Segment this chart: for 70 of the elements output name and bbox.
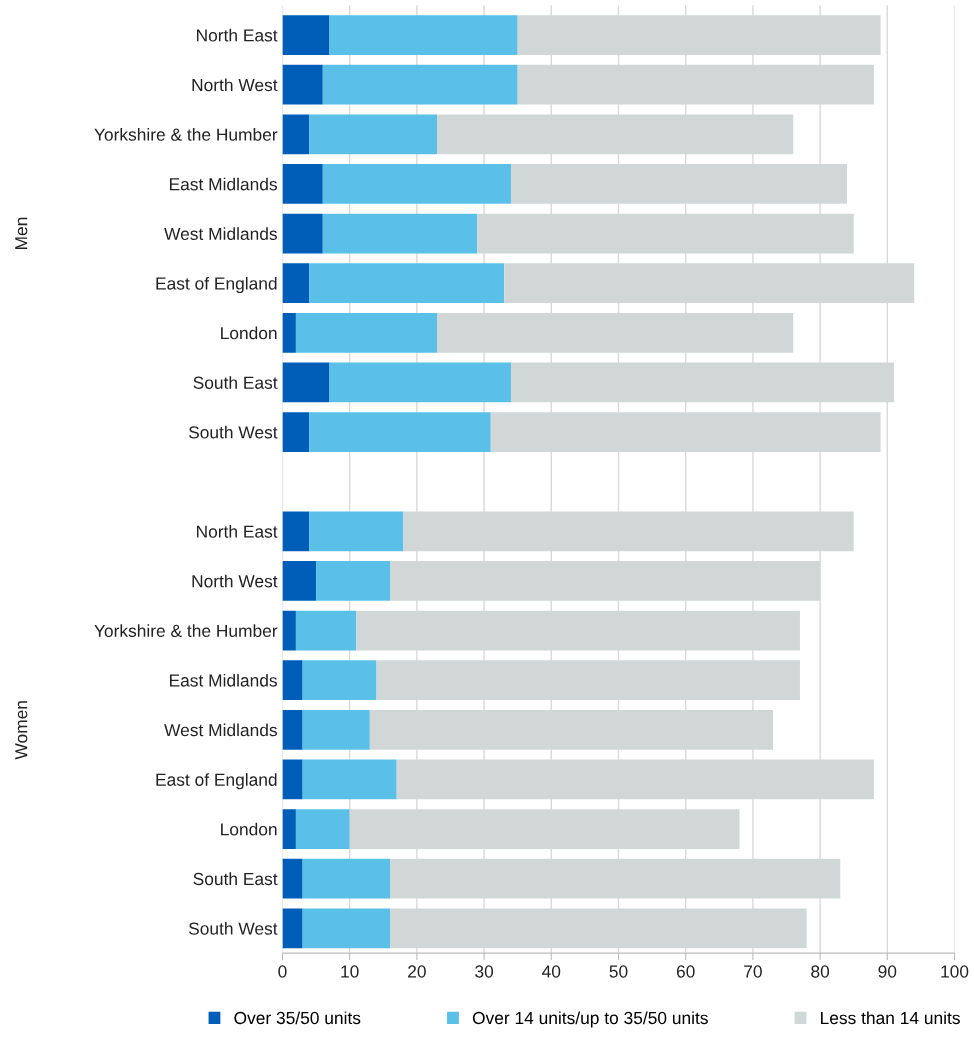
bar: [295, 809, 350, 849]
bar: [282, 709, 303, 750]
bar: [329, 362, 511, 403]
y-tick-label: East of England: [156, 276, 277, 294]
bar: [282, 660, 303, 701]
bar: [302, 908, 390, 949]
bar: [282, 213, 323, 254]
bar: [302, 759, 397, 800]
x-tick-label: 20: [408, 965, 426, 978]
y-tick-label: London: [221, 326, 277, 340]
bar: [309, 263, 505, 304]
bar: [282, 610, 296, 651]
y-tick-label: East Midlands: [169, 673, 277, 687]
bar: [282, 809, 296, 849]
y-tick-label: London: [221, 822, 277, 836]
y-tick-label: East of England: [156, 773, 277, 790]
y-tick-label: North West: [192, 78, 278, 92]
x-tick-label: 60: [676, 965, 695, 978]
x-tick-label: 80: [811, 965, 830, 978]
bar: [322, 164, 511, 204]
y-tick-label: Yorkshire & the Humber: [94, 128, 278, 141]
bar: [282, 511, 310, 552]
bar: [295, 610, 357, 651]
y-tick-label: South West: [188, 922, 278, 935]
x-tick-label: 90: [878, 965, 897, 978]
x-tick-label: 40: [542, 965, 561, 978]
x-tick-label: 50: [609, 965, 628, 978]
x-tick-label: 30: [475, 965, 494, 978]
legend-label: Less than 14 units: [821, 1011, 960, 1025]
x-tick-label: 70: [744, 965, 762, 978]
bar: [309, 114, 438, 155]
bar: [309, 511, 404, 552]
bar: [302, 660, 377, 701]
bar: [282, 561, 317, 601]
bar: [322, 64, 518, 105]
bar: [302, 858, 390, 899]
x-tick-label: 10: [341, 965, 359, 978]
y-tick-label: North East: [197, 525, 278, 538]
bar: [329, 15, 518, 55]
y-tick-label: North West: [192, 574, 278, 588]
bar: [282, 412, 310, 452]
bar: [282, 64, 323, 105]
bar: [282, 362, 330, 403]
x-tick-label: 100: [941, 965, 969, 978]
bar: [282, 759, 303, 800]
y-tick-label: East Midlands: [169, 177, 277, 191]
legend-label: Over 35/50 units: [234, 1011, 361, 1025]
legend-label: Over 14 units/up to 35/50 units: [472, 1011, 708, 1028]
x-tick-label: 0: [278, 965, 287, 978]
bar: [302, 709, 370, 750]
bar: [295, 312, 438, 353]
text: Women: [15, 701, 28, 760]
y-tick-label: West Midlands: [164, 227, 277, 241]
bar: [322, 213, 478, 254]
text: Men: [15, 217, 28, 250]
y-tick-label: North East: [197, 28, 278, 42]
bar: [316, 561, 390, 601]
bar: [282, 164, 323, 204]
y-tick-label: South East: [193, 872, 278, 886]
bar: [282, 858, 303, 899]
y-tick-label: West Midlands: [164, 723, 277, 737]
bar: [282, 114, 310, 155]
bar: [309, 412, 491, 452]
bar: [282, 263, 310, 304]
bar: [282, 908, 303, 949]
y-tick-label: South West: [188, 425, 278, 439]
y-tick-label: Yorkshire & the Humber: [94, 624, 278, 638]
bar: [282, 312, 296, 353]
bar: [282, 15, 330, 55]
y-tick-label: South East: [193, 376, 278, 389]
